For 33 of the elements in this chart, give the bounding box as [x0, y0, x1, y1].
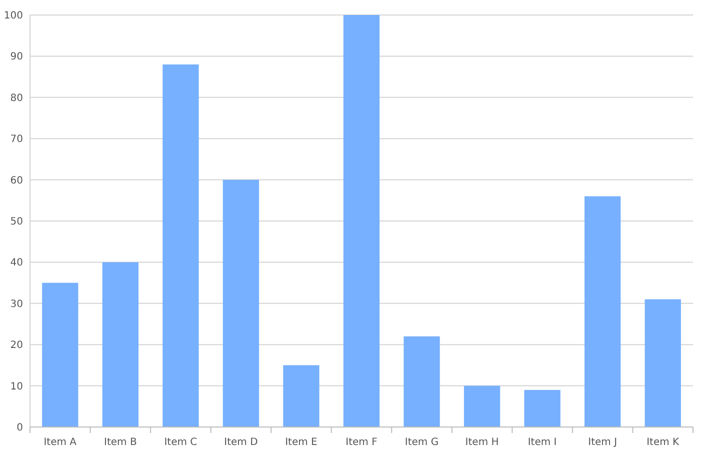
- bar: [524, 390, 560, 427]
- x-tick-label: Item G: [404, 437, 439, 448]
- bar: [584, 196, 621, 427]
- x-tick-label: Item C: [164, 437, 198, 448]
- bar: [343, 15, 380, 427]
- bar: [644, 299, 681, 427]
- x-tick-label: Item B: [104, 437, 137, 448]
- bar: [42, 282, 78, 427]
- y-tick-label: 60: [10, 175, 23, 186]
- x-tick-label: Item J: [588, 437, 618, 448]
- y-tick-label: 80: [10, 92, 23, 104]
- y-tick-label: 20: [10, 340, 23, 352]
- bar: [102, 262, 138, 427]
- x-tick-label: Item A: [44, 437, 77, 448]
- y-tick-label: 100: [4, 10, 23, 22]
- bar: [222, 180, 260, 427]
- x-tick-label: Item K: [646, 437, 680, 448]
- x-tick-label: Item D: [224, 437, 258, 448]
- y-tick-label: 90: [10, 52, 23, 63]
- y-tick-label: 70: [10, 134, 23, 146]
- x-tick-label: Item I: [528, 437, 557, 448]
- y-tick-label: 40: [10, 258, 23, 269]
- bar: [283, 365, 320, 427]
- bar: [404, 336, 440, 427]
- y-tick-label: 10: [10, 381, 23, 392]
- x-tick-label: Item F: [346, 437, 378, 448]
- x-tick-label: Item E: [285, 437, 318, 448]
- y-tick-label: 50: [10, 216, 23, 228]
- y-tick-label: 30: [10, 298, 23, 310]
- x-tick-label: Item H: [465, 437, 499, 448]
- bar: [162, 64, 199, 427]
- y-tick-label: 0: [16, 422, 23, 434]
- bar: [464, 386, 500, 427]
